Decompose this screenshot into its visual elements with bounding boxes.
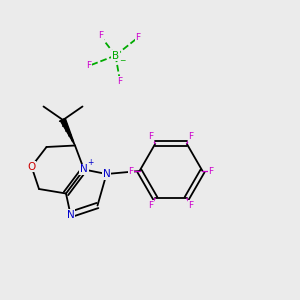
Text: F: F [86,61,91,70]
Text: N: N [67,209,74,220]
Text: F: F [188,132,194,141]
Text: F: F [98,32,103,40]
Polygon shape [61,119,75,146]
Text: −: − [119,56,125,65]
Text: N: N [103,169,110,179]
Text: B: B [112,50,119,61]
Text: O: O [27,161,36,172]
Text: N: N [80,164,88,175]
Text: +: + [87,158,93,167]
Text: F: F [188,201,194,210]
Text: F: F [148,201,154,210]
Text: F: F [135,33,141,42]
Text: F: F [117,76,123,85]
Text: F: F [148,132,154,141]
Text: F: F [208,167,214,176]
Text: F: F [128,167,134,176]
